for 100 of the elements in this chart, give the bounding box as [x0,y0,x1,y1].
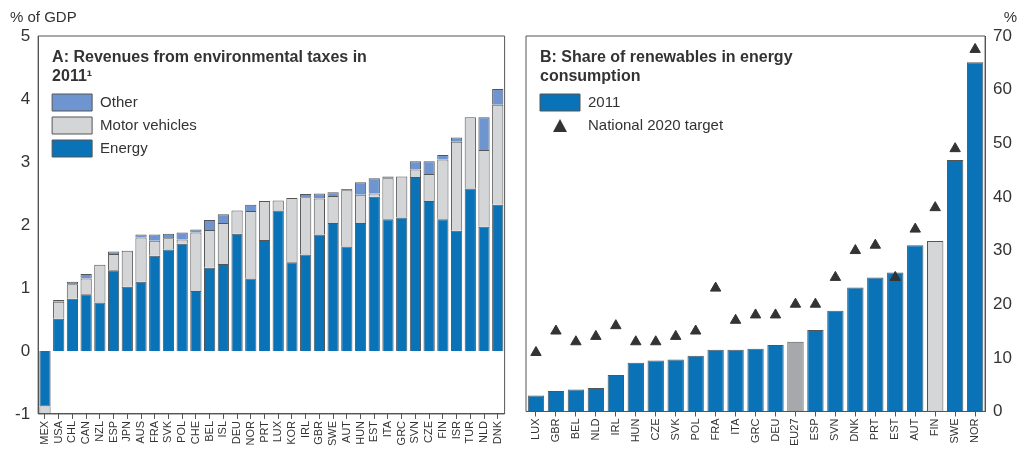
x-tick-label: MEX [38,420,51,445]
x-tick-label: AUS [134,420,147,444]
x-tick-label: ISR [449,420,462,440]
legend-label: Motor vehicles [100,115,197,133]
point [869,238,881,249]
x-tick-label: NLD [477,420,490,443]
y2-tick-label: 50 [993,132,1013,152]
x-tick-label: JPN [120,420,133,442]
y-tick-label: 0 [20,340,31,360]
legend-label: 2011 [588,92,621,110]
x-tick-label: TUR [463,420,476,444]
point [650,335,662,346]
point [670,329,682,340]
x-tick-label: DEU [768,418,781,442]
x-tick-label: AUT [908,418,921,441]
x-tick-label: FRA [708,417,721,441]
x-tick-label: IRL [608,418,621,436]
point [550,324,562,335]
legend-label: Energy [100,138,149,156]
point [909,222,921,233]
x-tick-label: ITA [728,417,741,435]
x-tick-label: BEL [202,420,215,442]
x-tick-label: FIN [435,420,448,439]
x-tick-label: ESP [808,418,821,441]
x-tick-label: BEL [568,418,581,440]
y-tick-label: 4 [20,88,31,108]
point [689,324,702,335]
point [729,313,742,324]
x-tick-label: HUN [353,420,366,445]
point [789,297,802,308]
x-tick-label: KOR [284,420,297,445]
point [849,244,862,255]
x-tick-label: GBR [312,420,325,445]
y2-tick-label: 30 [993,240,1013,260]
x-tick-label: NZL [92,420,105,442]
y2-tick-label: 20 [993,293,1013,313]
y2-tick-label: 70 [993,25,1013,45]
x-tick-label: GRC [394,420,407,446]
x-tick-label: LUX [529,417,542,440]
point [590,329,602,340]
x-tick-label: NOR [243,420,256,446]
y2-tick-label: 60 [993,79,1013,99]
point [749,308,762,319]
legend-label: National 2020 target [588,115,724,133]
x-tick-label: DEU [230,420,243,445]
x-tick-label: CAN [79,420,92,445]
x-tick-label: POL [688,418,701,441]
y-tick-label: 3 [20,151,31,171]
x-tick-label: LUX [271,420,284,443]
x-tick-label: IRL [298,420,311,439]
x-tick-label: NLD [588,418,601,441]
x-tick-label: FIN [928,418,941,437]
point [630,335,642,346]
x-tick-label: DNK [848,417,861,442]
y2-tick-label: 10 [993,347,1013,367]
x-tick-label: EST [888,418,901,440]
point [929,201,941,212]
x-tick-label: CHE [188,420,201,445]
x-tick-label: GRC [748,418,761,443]
point [829,270,842,281]
x-tick-label: SVN [408,420,421,444]
point [809,297,822,308]
legend-label: Other [100,92,138,110]
point [709,281,722,292]
x-tick-label: SVK [668,417,681,441]
point [949,142,961,153]
x-tick-label: EST [367,420,380,443]
point [610,319,622,330]
x-tick-label: PRT [868,418,881,441]
point [530,345,542,356]
x-tick-label: HUN [628,418,641,443]
x-tick-label: ESP [106,420,119,443]
y-tick-label: 5 [20,25,31,45]
y2-tick-label: 0 [993,401,1003,421]
point [769,308,782,319]
x-tick-label: SWE [948,418,961,444]
x-tick-label: ITA [381,420,394,438]
text: B: Share of renewables in energy consumption [540,48,793,85]
point [969,42,981,53]
x-tick-label: CHL [65,420,78,443]
y-tick-label: 2 [20,214,31,234]
point [889,270,901,281]
x-tick-label: EU27 [788,418,801,447]
y2-tick-label: 40 [993,186,1013,206]
x-tick-label: SVK [161,420,174,443]
x-tick-label: DNK [490,420,503,445]
text: A: Revenues from environmental taxes in 2011¹ [52,48,367,85]
y2-axis-title: % [1003,7,1017,25]
x-tick-label: NOR [968,418,981,443]
x-tick-label: CZE [648,418,661,441]
x-tick-label: SWE [326,420,339,447]
y-tick-label: -1 [14,403,31,423]
x-tick-label: SVN [828,418,841,442]
x-tick-label: FRA [147,420,160,443]
x-tick-label: AUT [339,420,352,443]
x-tick-label: GBR [548,418,561,443]
x-tick-label: USA [51,420,64,444]
y-axis-title: % of GDP [10,7,77,25]
y-tick-label: 1 [20,277,31,297]
x-tick-label: POL [175,420,188,443]
